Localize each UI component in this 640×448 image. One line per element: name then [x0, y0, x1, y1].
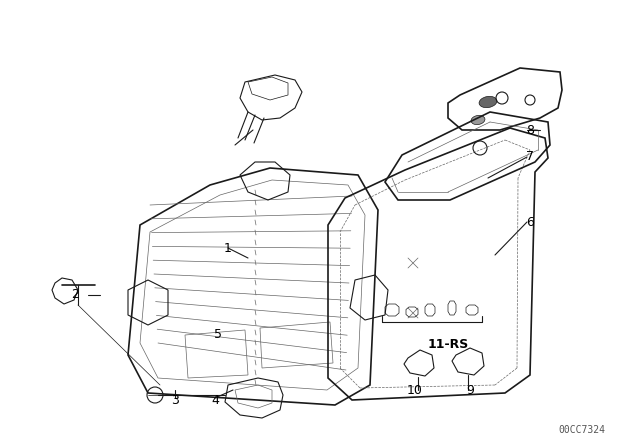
Text: 1: 1 [224, 241, 232, 254]
Text: 9: 9 [466, 383, 474, 396]
Text: 5: 5 [214, 328, 222, 341]
Text: 8: 8 [526, 124, 534, 137]
Text: 2: 2 [71, 289, 79, 302]
Ellipse shape [471, 116, 485, 125]
Text: 7: 7 [526, 151, 534, 164]
Text: 10: 10 [407, 383, 423, 396]
Text: 3: 3 [171, 393, 179, 406]
Text: 11-RS: 11-RS [428, 339, 468, 352]
Text: 6: 6 [526, 215, 534, 228]
Text: 00CC7324: 00CC7324 [559, 425, 605, 435]
Ellipse shape [479, 96, 497, 108]
Text: 4: 4 [211, 393, 219, 406]
